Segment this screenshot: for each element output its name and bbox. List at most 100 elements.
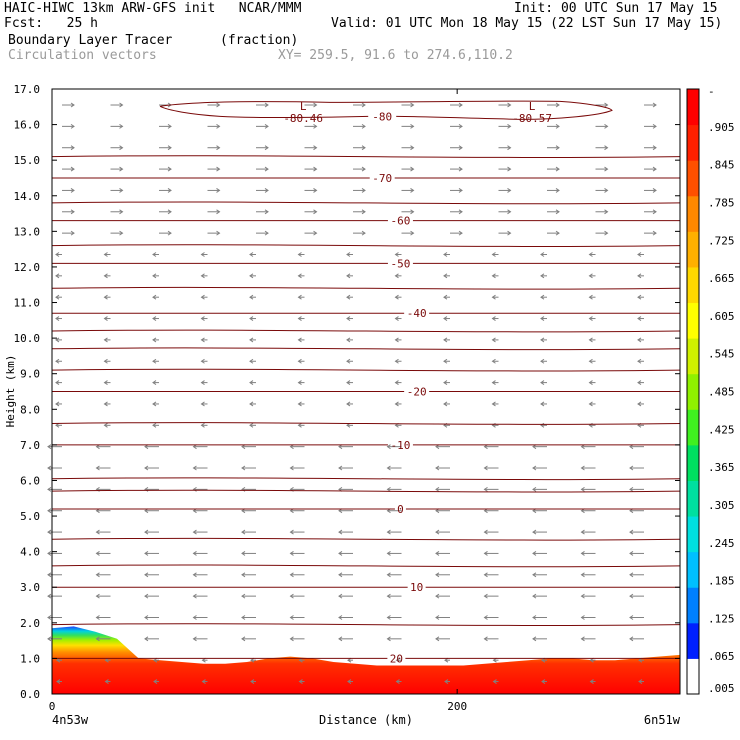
- y-tick-label: 8.0: [20, 403, 40, 416]
- y-tick-label: 17.0: [14, 83, 41, 96]
- vector-head: [55, 316, 60, 321]
- x-axis-start-location: 4n53w: [52, 713, 89, 727]
- vector-head: [483, 486, 488, 492]
- isotherm-line: [51, 244, 681, 247]
- vector-head: [119, 102, 124, 108]
- y-tick-label: 13.0: [14, 225, 41, 238]
- vector-head: [555, 209, 560, 215]
- vector-label: Circulation vectors: [8, 48, 157, 63]
- colorbar-label: .725: [708, 234, 735, 247]
- vector-head: [483, 636, 488, 642]
- vector-head: [491, 358, 496, 364]
- isotherm-label: 10: [410, 581, 423, 594]
- vector-head: [95, 551, 100, 556]
- y-tick-label: 12.0: [14, 261, 41, 274]
- vector-head: [507, 102, 512, 108]
- x-tick-label: 200: [447, 700, 467, 713]
- vector-head: [491, 294, 496, 300]
- vector-head: [192, 636, 197, 642]
- vector-head: [338, 615, 343, 620]
- vector-head: [483, 593, 488, 599]
- vector-head: [410, 145, 415, 151]
- vector-head: [70, 230, 75, 236]
- vector-head: [604, 123, 609, 129]
- vector-head: [313, 102, 318, 108]
- vector-head: [313, 145, 318, 151]
- vector-head: [491, 380, 496, 386]
- minimum-markers: L-80.46L-80.57: [283, 100, 552, 125]
- vector-head: [580, 572, 585, 578]
- vector-head: [297, 252, 302, 257]
- y-axis-label: Height (km): [4, 355, 17, 428]
- vector-head: [152, 337, 157, 343]
- vector-head: [70, 145, 75, 151]
- vector-head: [532, 486, 537, 492]
- vector-head: [580, 636, 585, 642]
- vector-head: [249, 358, 254, 364]
- y-tick-label: 4.0: [20, 546, 40, 559]
- vector-head: [410, 230, 415, 236]
- colorbar-label: .185: [708, 575, 735, 588]
- vector-head: [588, 252, 593, 257]
- minimum-value: -80.57: [512, 112, 552, 125]
- y-tick-label: 10.0: [14, 332, 41, 345]
- header-valid-time: Valid: 01 UTC Mon 18 May 15 (22 LST Sun …: [331, 16, 723, 31]
- vector-head: [346, 252, 351, 257]
- vector-head: [532, 615, 537, 620]
- colorbar-label: .845: [708, 159, 735, 172]
- vector-head: [289, 636, 294, 642]
- vector-head: [249, 316, 254, 321]
- vector-head: [47, 572, 52, 578]
- vector-head: [152, 422, 157, 428]
- vector-head: [652, 230, 657, 236]
- vector-head: [394, 273, 399, 279]
- isotherm-label: 20: [390, 652, 403, 665]
- isotherm-label: 0: [397, 503, 404, 516]
- vector-head: [119, 209, 124, 215]
- plot-frame: [51, 88, 681, 695]
- minimum-marker: L: [300, 100, 307, 113]
- vector-head: [361, 209, 366, 215]
- isotherm-line: [51, 155, 681, 158]
- vector-head: [200, 401, 205, 407]
- colorbar-swatch: [687, 516, 699, 553]
- isotherm-line: [51, 623, 681, 626]
- vector-head: [216, 123, 221, 129]
- vector-head: [507, 123, 512, 129]
- colorbar-swatch: [687, 160, 699, 197]
- vector-head: [555, 102, 560, 108]
- colorbar-label: .365: [708, 461, 735, 474]
- vector-head: [507, 209, 512, 215]
- vector-head: [492, 679, 497, 684]
- vector-head: [483, 465, 488, 471]
- isotherm-label: -40: [407, 307, 427, 320]
- vector-head: [95, 636, 100, 642]
- vector-head: [580, 593, 585, 599]
- vector-head: [152, 294, 157, 300]
- colorbar-label: .425: [708, 423, 735, 436]
- vector-head: [532, 465, 537, 471]
- vector-head: [532, 529, 537, 535]
- colorbar-swatch: [687, 302, 699, 339]
- vector-head: [241, 465, 246, 471]
- vector-head: [580, 551, 585, 556]
- vector-head: [386, 444, 391, 450]
- vector-head: [532, 572, 537, 578]
- vector-head: [491, 273, 496, 279]
- vector-head: [347, 679, 352, 684]
- vector-head: [152, 316, 157, 321]
- vector-head: [144, 529, 149, 535]
- vector-head: [588, 337, 593, 343]
- vector-head: [95, 465, 100, 471]
- isotherm-label: -10: [391, 439, 411, 452]
- vector-head: [629, 465, 634, 471]
- vector-head: [103, 316, 108, 321]
- vector-head: [386, 551, 391, 556]
- vector-head: [144, 572, 149, 578]
- vector-head: [119, 145, 124, 151]
- vector-head: [588, 316, 593, 321]
- vector-head: [629, 551, 634, 556]
- vector-head: [637, 337, 642, 343]
- vector-head: [47, 551, 52, 556]
- vector-head: [361, 166, 366, 172]
